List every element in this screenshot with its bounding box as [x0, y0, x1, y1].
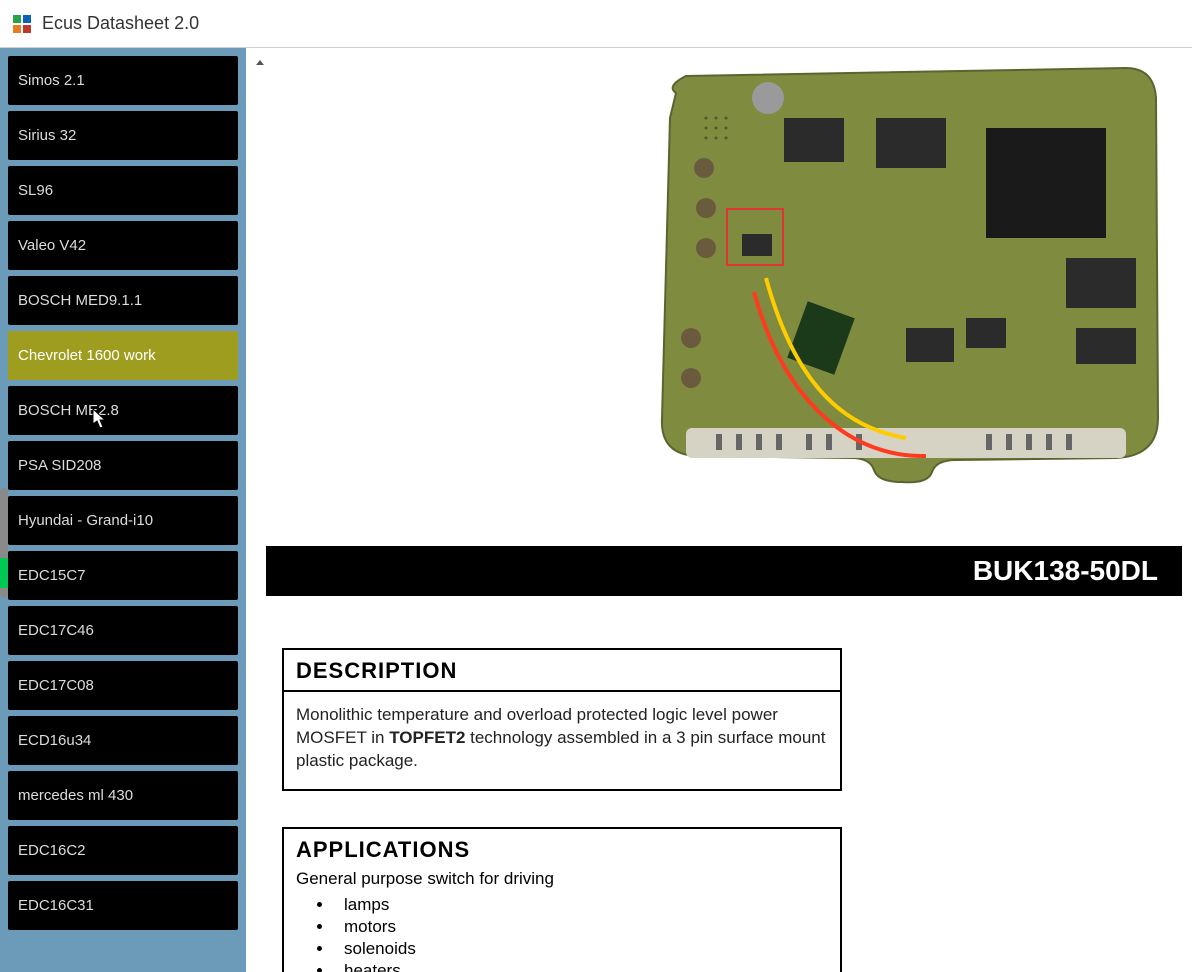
- sidebar-item-label: ECD16u34: [18, 732, 91, 749]
- sidebar-item[interactable]: EDC15C7: [8, 551, 238, 600]
- scrollbar-accent: [0, 558, 8, 588]
- sidebar-item[interactable]: EDC16C31: [8, 881, 238, 930]
- sidebar-item[interactable]: mercedes ml 430: [8, 771, 238, 820]
- sidebar-item[interactable]: BOSCH MED9.1.1: [8, 276, 238, 325]
- description-section: DESCRIPTION Monolithic temperature and o…: [282, 648, 842, 791]
- pcb-svg: [646, 58, 1166, 488]
- applications-intro: General purpose switch for driving: [284, 869, 840, 893]
- sidebar-item[interactable]: EDC16C2: [8, 826, 238, 875]
- sidebar-item-label: Chevrolet 1600 work: [18, 347, 156, 364]
- sidebar-item-label: EDC16C2: [18, 842, 86, 859]
- sidebar-item[interactable]: EDC17C46: [8, 606, 238, 655]
- sidebar-item[interactable]: SL96: [8, 166, 238, 215]
- applications-list: lampsmotorssolenoidsheatersin automotive…: [284, 895, 840, 972]
- sidebar: Simos 2.1 Sirius 32 SL96 Valeo V42 BOSCH MED…: [0, 48, 246, 972]
- sidebar-item[interactable]: ECD16u34: [8, 716, 238, 765]
- applications-list-item: motors: [334, 917, 840, 937]
- sidebar-item[interactable]: Valeo V42: [8, 221, 238, 270]
- sidebar-item-label: EDC17C46: [18, 622, 94, 639]
- sidebar-item-label: Simos 2.1: [18, 72, 85, 89]
- sidebar-item[interactable]: PSA SID208: [8, 441, 238, 490]
- part-number: BUK138-50DL: [973, 555, 1158, 587]
- sidebar-item[interactable]: Simos 2.1: [8, 56, 238, 105]
- desc-bold: TOPFET2: [389, 728, 465, 747]
- applications-heading: APPLICATIONS: [284, 829, 840, 869]
- sidebar-item-label: SL96: [18, 182, 53, 199]
- body: Simos 2.1 Sirius 32 SL96 Valeo V42 BOSCH MED…: [0, 48, 1192, 972]
- sidebar-item-label: Valeo V42: [18, 237, 86, 254]
- sidebar-item-label: EDC16C31: [18, 897, 94, 914]
- content-pane: BUK138-50DL DESCRIPTION Monolithic tempe…: [246, 48, 1192, 972]
- app-icon: [12, 14, 32, 34]
- datasheet-doc: DESCRIPTION Monolithic temperature and o…: [282, 648, 842, 972]
- sidebar-item-label: EDC17C08: [18, 677, 94, 694]
- applications-list-item: lamps: [334, 895, 840, 915]
- titlebar: Ecus Datasheet 2.0: [0, 0, 1192, 48]
- sidebar-scrollbar[interactable]: [0, 48, 8, 972]
- sidebar-item[interactable]: Chevrolet 1600 work: [8, 331, 238, 380]
- sidebar-item[interactable]: Hyundai - Grand-i10: [8, 496, 238, 545]
- description-heading: DESCRIPTION: [284, 650, 840, 692]
- sidebar-item-label: EDC15C7: [18, 567, 86, 584]
- sidebar-list: Simos 2.1 Sirius 32 SL96 Valeo V42 BOSCH MED…: [8, 56, 238, 930]
- applications-list-item: heaters: [334, 961, 840, 972]
- description-text: Monolithic temperature and overload prot…: [284, 692, 840, 789]
- part-number-banner: BUK138-50DL: [266, 546, 1182, 596]
- applications-section: APPLICATIONS General purpose switch for …: [282, 827, 842, 972]
- sidebar-item-label: PSA SID208: [18, 457, 101, 474]
- sidebar-item[interactable]: Sirius 32: [8, 111, 238, 160]
- sidebar-item-label: mercedes ml 430: [18, 787, 133, 804]
- app-title: Ecus Datasheet 2.0: [42, 13, 199, 34]
- sidebar-item[interactable]: BOSCH ME2.8: [8, 386, 238, 435]
- sidebar-item-label: BOSCH ME2.8: [18, 402, 119, 419]
- sidebar-item-label: Sirius 32: [18, 127, 76, 144]
- scroll-up-arrow-icon[interactable]: [254, 56, 266, 72]
- sidebar-item-label: BOSCH MED9.1.1: [18, 292, 142, 309]
- pcb-image: [646, 58, 1166, 488]
- sidebar-item-label: Hyundai - Grand-i10: [18, 512, 153, 529]
- sidebar-item[interactable]: EDC17C08: [8, 661, 238, 710]
- applications-list-item: solenoids: [334, 939, 840, 959]
